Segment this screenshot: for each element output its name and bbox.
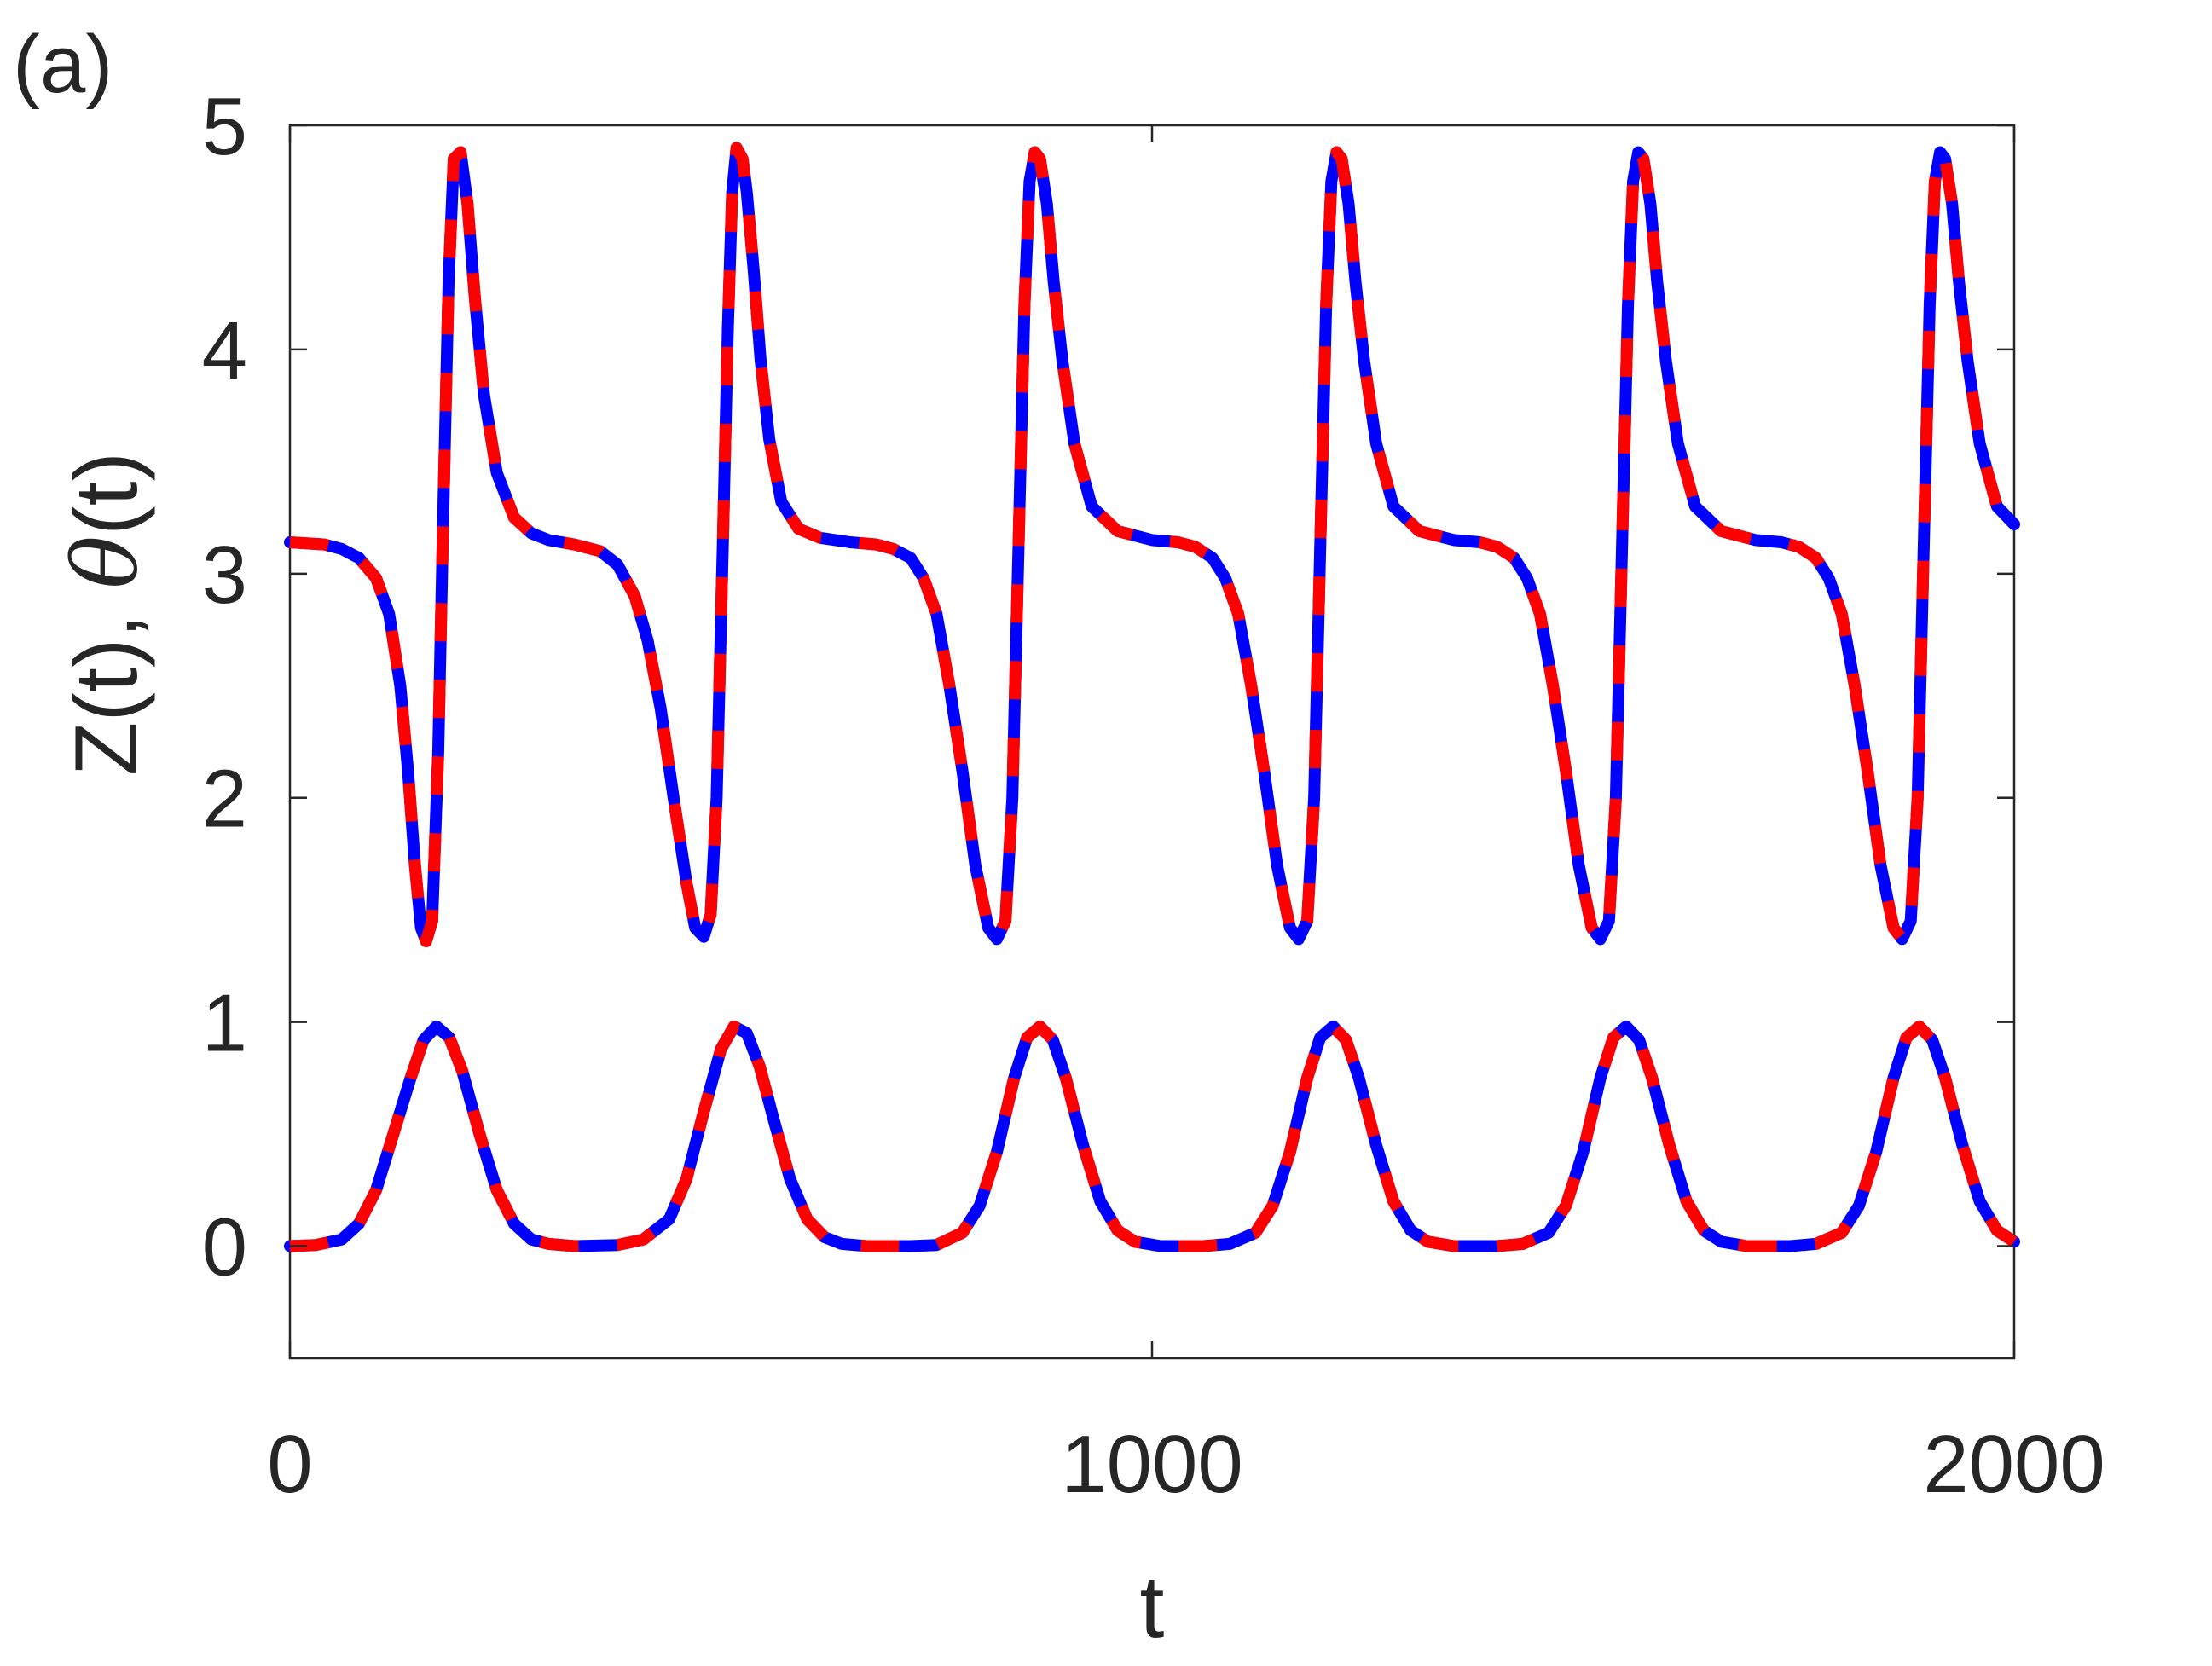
series-2-blue-line (284, 1020, 2020, 1252)
y-tick-label: 0 (202, 1202, 247, 1293)
y-tick-label: 1 (202, 978, 247, 1069)
y-tick-label: 4 (202, 305, 247, 396)
y-axis-title: Z(t), θ(t) (54, 452, 158, 776)
series-1-red-dashes (289, 142, 2019, 947)
x-tick-label: 2000 (1923, 1419, 2105, 1510)
ticks-layer (288, 124, 2016, 1358)
x-tick-label: 0 (267, 1419, 312, 1510)
y-tick-label: 2 (202, 754, 247, 845)
tick-labels-layer: 0 1000 2000 0 1 2 3 4 5 (202, 81, 2105, 1510)
y-tick-label: 5 (202, 81, 247, 172)
y-axis-title-part-1: Z(t), (57, 589, 156, 776)
plot-frame (288, 124, 2016, 1360)
x-axis-title: t (1140, 1558, 1165, 1657)
series-layer (284, 142, 2020, 1252)
y-tick-label: 3 (202, 529, 247, 621)
series-2-red-dashes (289, 1020, 2018, 1252)
y-axis-title-theta: θ (54, 535, 158, 589)
x-tick-label: 1000 (1061, 1419, 1243, 1510)
series-1-blue-line (284, 142, 2020, 947)
panel-label: (a) (13, 19, 113, 110)
y-axis-title-part-3: (t) (57, 452, 156, 535)
